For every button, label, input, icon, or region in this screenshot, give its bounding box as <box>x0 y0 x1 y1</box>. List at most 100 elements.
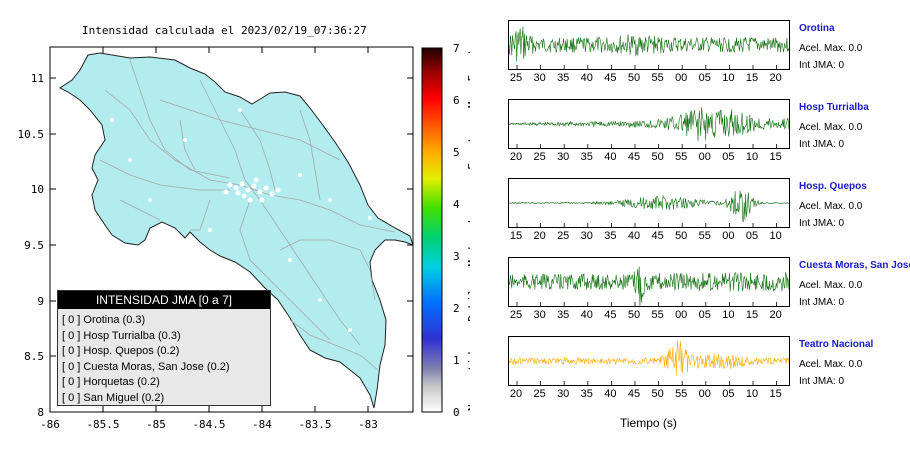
time-tick-label: 50 <box>627 309 641 321</box>
time-tick-label: 00 <box>675 309 688 321</box>
time-tick-label: 15 <box>745 72 759 84</box>
time-tick-label: 45 <box>627 151 641 163</box>
waveform-trace <box>509 107 789 148</box>
time-tick-label: 00 <box>675 72 688 84</box>
map-title: Intensidad calculada el 2023/02/19_07:36… <box>82 24 367 37</box>
time-tick-label: 45 <box>651 230 664 242</box>
station-name[interactable]: Hosp Turrialba <box>799 102 869 113</box>
time-tick-label: 45 <box>604 309 617 321</box>
legend-item: [ 0 ] Cuesta Moras, San Jose (0.2) <box>62 360 230 373</box>
waveform-trace <box>509 340 789 385</box>
station-info: Hosp. Quepos Acel. Max. 0.0 Int JMA: 0 <box>799 181 867 229</box>
time-tick-label: 10 <box>769 230 782 242</box>
time-tick-label: 30 <box>533 72 546 84</box>
colorbar-tick-label: 2 <box>453 302 460 315</box>
station-name[interactable]: Orotina <box>799 23 835 34</box>
map-y-tick-label: 10.5 <box>18 128 45 141</box>
station-jma-intensity: Int JMA: 0 <box>799 60 845 71</box>
map-y-tick-label: 10 <box>31 183 44 196</box>
waveform-panel[interactable] <box>508 99 790 149</box>
legend-item: [ 0 ] San Miguel (0.2) <box>62 391 165 404</box>
time-tick-label: 40 <box>604 151 617 163</box>
legend-title: INTENSIDAD JMA [0 a 7] <box>58 291 270 309</box>
colorbar-level-label: Debil <box>466 288 470 321</box>
waveform-time-ticks: 25 30 35 40 45 50 55 00 05 10 15 20 <box>508 309 798 323</box>
station-max-accel: Acel. Max. 0.0 <box>799 122 863 133</box>
waveform-trace <box>509 26 789 69</box>
time-tick-label: 40 <box>627 230 641 242</box>
time-tick-label: 00 <box>698 388 711 400</box>
time-tick-label: 35 <box>580 388 593 400</box>
time-tick-label: 10 <box>745 151 759 163</box>
waveform-panel[interactable] <box>508 257 790 307</box>
time-tick-label: 25 <box>509 309 523 321</box>
time-tick-label: 45 <box>627 388 641 400</box>
legend-item: [ 0 ] Horquetas (0.2) <box>62 376 160 388</box>
station-name[interactable]: Hosp. Quepos <box>799 181 867 192</box>
time-tick-label: 55 <box>651 72 664 84</box>
time-tick-label: 35 <box>604 230 617 242</box>
waveform-time-ticks: 20 25 30 35 40 45 50 55 00 05 10 15 <box>508 151 798 165</box>
costa-rica-land <box>59 52 413 409</box>
station-max-accel: Acel. Max. 0.0 <box>799 359 863 370</box>
time-tick-label: 10 <box>722 72 735 84</box>
station-info: Cuesta Moras, San Jose Acel. Max. 0.0 Int … <box>799 260 910 308</box>
legend-list: [ 0 ] Orotina (0.3) [ 0 ] Hosp Turrialba… <box>58 309 270 406</box>
time-tick-label: 30 <box>557 151 570 163</box>
waveform-panel[interactable] <box>508 20 790 70</box>
time-tick-label: 35 <box>557 72 570 84</box>
time-tick-label: 40 <box>580 72 593 84</box>
map-x-tick-label: -86 <box>40 418 60 431</box>
station-jma-intensity: Int JMA: 0 <box>799 218 845 229</box>
map-x-tick-label: -83 <box>358 418 378 431</box>
colorbar-tick-label: 4 <box>453 198 460 211</box>
time-tick-label: 15 <box>769 388 782 400</box>
station-jma-intensity: Int JMA: 0 <box>799 139 845 150</box>
time-tick-label: 30 <box>533 309 546 321</box>
time-tick-label: 20 <box>533 230 546 242</box>
intensity-legend: INTENSIDAD JMA [0 a 7] [ 0 ] Orotina (0.… <box>57 290 271 406</box>
time-tick-label: 25 <box>509 72 523 84</box>
time-tick-label: 50 <box>651 151 664 163</box>
waveform-line <box>509 26 789 62</box>
legend-item: [ 0 ] Hosp Turrialba (0.3) <box>62 329 181 342</box>
waveform-time-ticks: 15 20 25 30 35 40 45 50 55 00 05 10 <box>508 230 798 244</box>
station-info: Orotina Acel. Max. 0.0 Int JMA: 0 <box>799 23 862 71</box>
waveform-line <box>509 190 789 222</box>
waveform-time-ticks: 25 30 35 40 45 50 55 00 05 10 15 20 <box>508 72 798 86</box>
time-tick-label: 20 <box>509 388 523 400</box>
time-tick-label: 55 <box>698 230 711 242</box>
map-y-tick-label: 8 <box>37 406 44 419</box>
colorbar-tick-label: 5 <box>453 146 460 159</box>
time-tick-label: 00 <box>722 230 735 242</box>
waveform-panel[interactable] <box>508 336 790 386</box>
time-tick-label: 15 <box>509 230 523 242</box>
station-max-accel: Acel. Max. 0.0 <box>799 43 863 54</box>
time-tick-label: 10 <box>745 388 759 400</box>
waveform-line <box>509 107 789 142</box>
time-tick-label: 25 <box>533 151 546 163</box>
station-jma-intensity: Int JMA: 0 <box>799 376 845 387</box>
map-y-tick-label: 11 <box>31 72 44 85</box>
station-jma-intensity: Int JMA: 0 <box>799 297 845 308</box>
time-tick-label: 35 <box>580 151 593 163</box>
station-name[interactable]: Teatro Nacional <box>799 339 874 350</box>
station-info: Teatro Nacional Acel. Max. 0.0 Int JMA: 0 <box>799 339 873 387</box>
map-x-tick-label: -84 <box>252 418 272 431</box>
time-tick-label: 20 <box>509 151 523 163</box>
station-name[interactable]: Cuesta Moras, San Jose <box>799 260 910 271</box>
colorbar-level-label: Muy Fuerte <box>466 42 470 108</box>
waveform-trace <box>509 266 789 306</box>
waveform-panel[interactable] <box>508 178 790 228</box>
map-y-tick-label: 8.5 <box>24 350 44 363</box>
time-tick-label: 55 <box>675 151 688 163</box>
time-tick-label: 50 <box>627 72 641 84</box>
time-tick-label: 40 <box>604 388 617 400</box>
colorbar-level-label: Moderado <box>466 214 470 267</box>
colorbar-tick-label: 3 <box>453 250 460 263</box>
colorbar-tick-label: 7 <box>453 42 460 55</box>
time-tick-label: 20 <box>769 309 782 321</box>
colorbar-tick-label: 0 <box>453 406 460 419</box>
time-tick-label: 35 <box>557 309 570 321</box>
